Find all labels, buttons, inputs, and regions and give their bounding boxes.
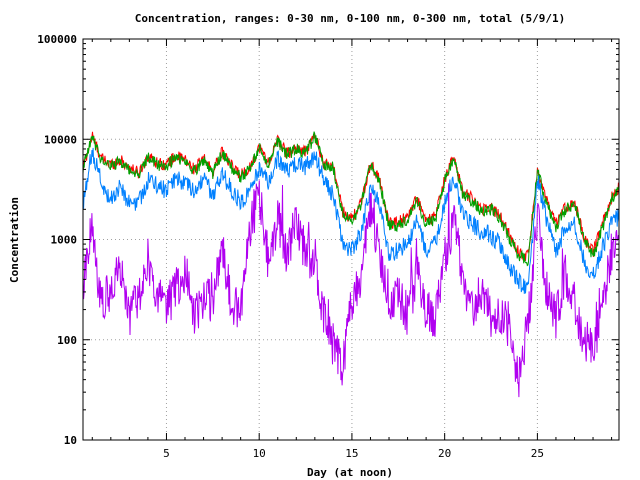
x-tick-label: 20 [438,447,451,460]
series-line-2 [82,131,620,267]
x-axis-label: Day (at noon) [307,466,393,479]
y-tick-label: 10 [64,434,77,447]
x-tick-label: 5 [163,447,170,460]
x-tick-label: 25 [531,447,544,460]
y-tick-label: 10000 [44,133,77,146]
y-tick-label: 1000 [51,234,78,247]
y-axis-label: Concentration [8,197,21,283]
series-group [82,131,620,398]
ticks: 10 100 1000 10000 100000 5 10 15 20 25 [37,33,619,460]
series-line-4 [82,180,620,398]
series-line-3 [82,147,620,294]
x-tick-label: 15 [345,447,358,460]
x-tick-label: 10 [253,447,266,460]
y-tick-label: 100000 [37,33,77,46]
y-tick-label: 100 [57,334,77,347]
chart-title: Concentration, ranges: 0-30 nm, 0-100 nm… [135,12,565,25]
